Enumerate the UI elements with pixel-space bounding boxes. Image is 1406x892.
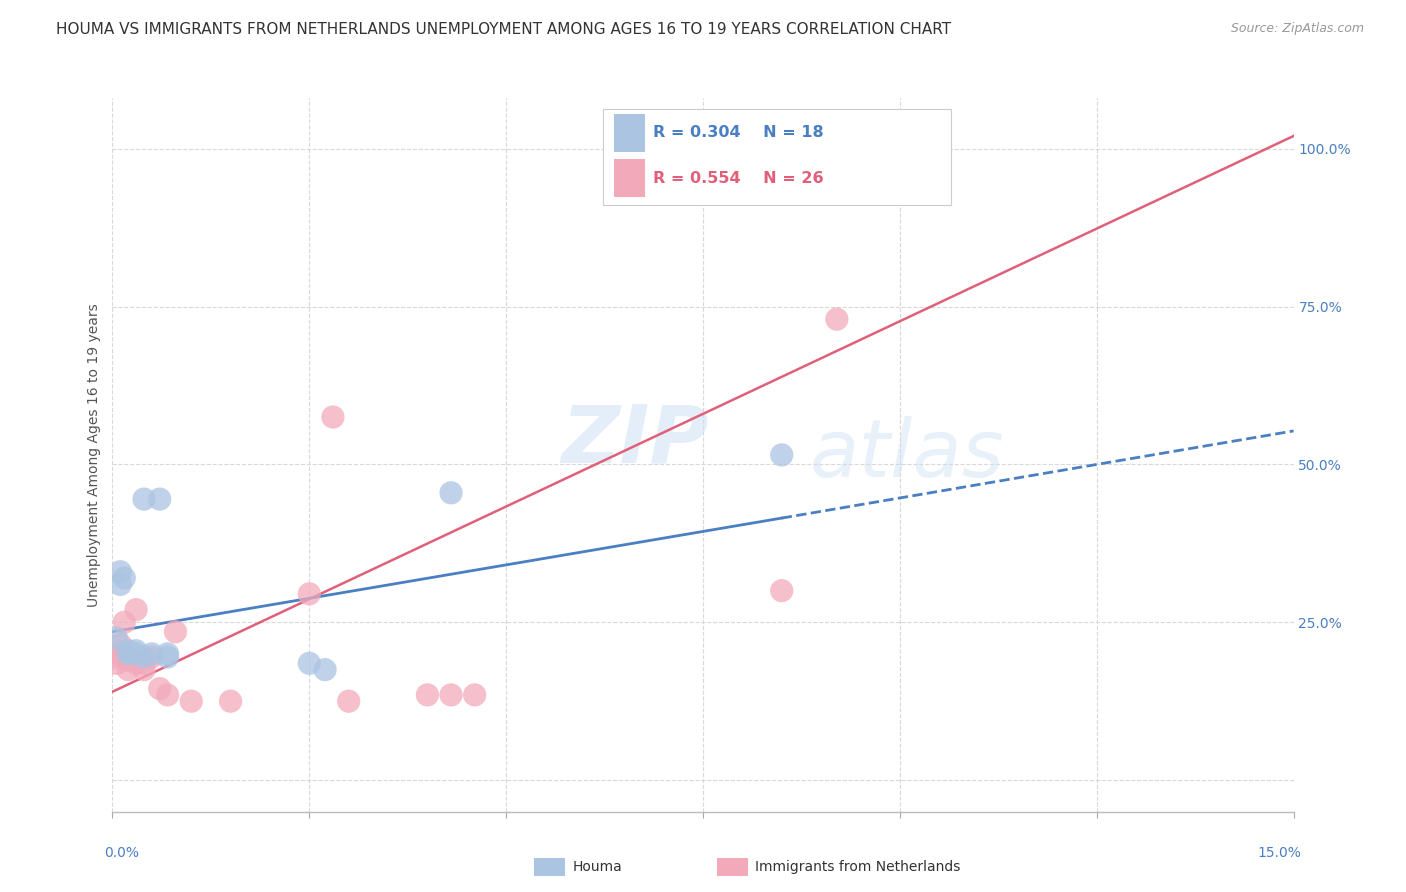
Point — [149, 681, 172, 696]
Point — [141, 650, 163, 665]
Text: HOUMA VS IMMIGRANTS FROM NETHERLANDS UNEMPLOYMENT AMONG AGES 16 TO 19 YEARS CORR: HOUMA VS IMMIGRANTS FROM NETHERLANDS UNE… — [56, 22, 952, 37]
Text: R = 0.554    N = 26: R = 0.554 N = 26 — [654, 170, 824, 186]
Point — [298, 657, 321, 671]
Point — [132, 650, 155, 665]
Text: Houma: Houma — [572, 860, 621, 874]
Point — [322, 410, 344, 425]
Text: Source: ZipAtlas.com: Source: ZipAtlas.com — [1230, 22, 1364, 36]
Y-axis label: Unemployment Among Ages 16 to 19 years: Unemployment Among Ages 16 to 19 years — [87, 303, 101, 607]
Text: 0.0%: 0.0% — [104, 847, 139, 861]
Point — [110, 647, 132, 661]
Point — [117, 647, 139, 661]
Point — [219, 694, 242, 708]
Text: ZIP: ZIP — [561, 401, 709, 480]
Point — [132, 657, 155, 671]
Point — [156, 647, 179, 661]
Point — [298, 587, 321, 601]
Point — [141, 647, 163, 661]
Point — [125, 657, 148, 671]
Point — [440, 485, 463, 500]
Point — [117, 643, 139, 657]
Point — [125, 643, 148, 657]
Point — [156, 688, 179, 702]
Point — [125, 602, 148, 616]
Point — [156, 650, 179, 665]
Point — [132, 663, 155, 677]
Point — [105, 631, 128, 645]
Point — [770, 583, 793, 598]
Text: Immigrants from Netherlands: Immigrants from Netherlands — [755, 860, 960, 874]
Point — [132, 492, 155, 507]
Point — [770, 448, 793, 462]
Point — [180, 694, 202, 708]
Point — [314, 663, 336, 677]
Point — [165, 624, 187, 639]
Point — [337, 694, 360, 708]
Point — [416, 688, 439, 702]
Point — [440, 688, 463, 702]
Point — [110, 637, 132, 651]
Point — [104, 650, 127, 665]
Point — [125, 647, 148, 661]
Point — [889, 142, 911, 156]
Point — [117, 653, 139, 667]
Point — [149, 492, 172, 507]
Text: atlas: atlas — [810, 416, 1004, 494]
Text: R = 0.304    N = 18: R = 0.304 N = 18 — [654, 126, 824, 140]
Point — [112, 571, 135, 585]
Point — [105, 657, 128, 671]
Point — [117, 663, 139, 677]
Point — [112, 615, 135, 630]
Point — [110, 565, 132, 579]
Text: 15.0%: 15.0% — [1257, 847, 1302, 861]
Point — [825, 312, 848, 326]
Point — [110, 577, 132, 591]
Point — [464, 688, 486, 702]
